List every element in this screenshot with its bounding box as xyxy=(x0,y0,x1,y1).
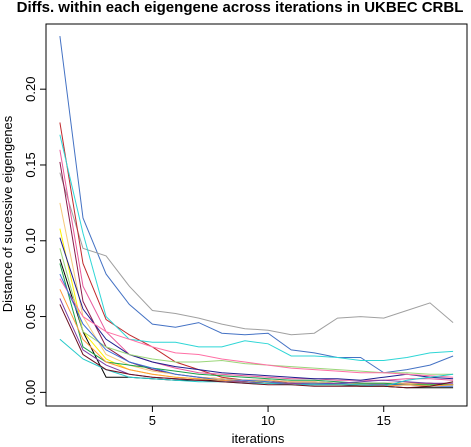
y-axis-title: Distance of sucessive eigengenes xyxy=(0,115,15,312)
y-tick-label: 0.20 xyxy=(23,77,38,102)
series-line-13 xyxy=(59,278,454,378)
series-line-1 xyxy=(59,36,454,374)
plot-frame xyxy=(45,23,468,407)
y-tick-label: 0.10 xyxy=(23,228,38,253)
series-line-9 xyxy=(59,237,454,381)
x-axis-title: iterations xyxy=(232,431,285,446)
series-line-16 xyxy=(59,298,454,386)
series-line-3 xyxy=(59,122,454,386)
series-line-5 xyxy=(59,149,454,381)
x-tick-label: 5 xyxy=(149,413,156,428)
series-line-4 xyxy=(59,134,454,361)
series-line-7 xyxy=(59,202,454,386)
chart-title: Diffs. within each eigengene across iter… xyxy=(17,0,464,16)
series-lines xyxy=(59,36,454,389)
x-tick-label: 15 xyxy=(376,413,390,428)
axes: 5 10 15 0.00 0.05 0.10 0.15 0.20 xyxy=(23,23,468,428)
y-tick-label: 0.05 xyxy=(23,304,38,329)
x-tick-label: 10 xyxy=(261,413,275,428)
y-tick-label: 0.15 xyxy=(23,152,38,177)
series-line-11 xyxy=(59,263,454,386)
y-tick-label: 0.00 xyxy=(23,380,38,405)
series-line-8 xyxy=(59,228,454,386)
series-line-10 xyxy=(59,258,454,389)
series-line-2 xyxy=(59,172,454,336)
series-line-18 xyxy=(59,304,454,389)
series-line-17 xyxy=(59,338,454,387)
